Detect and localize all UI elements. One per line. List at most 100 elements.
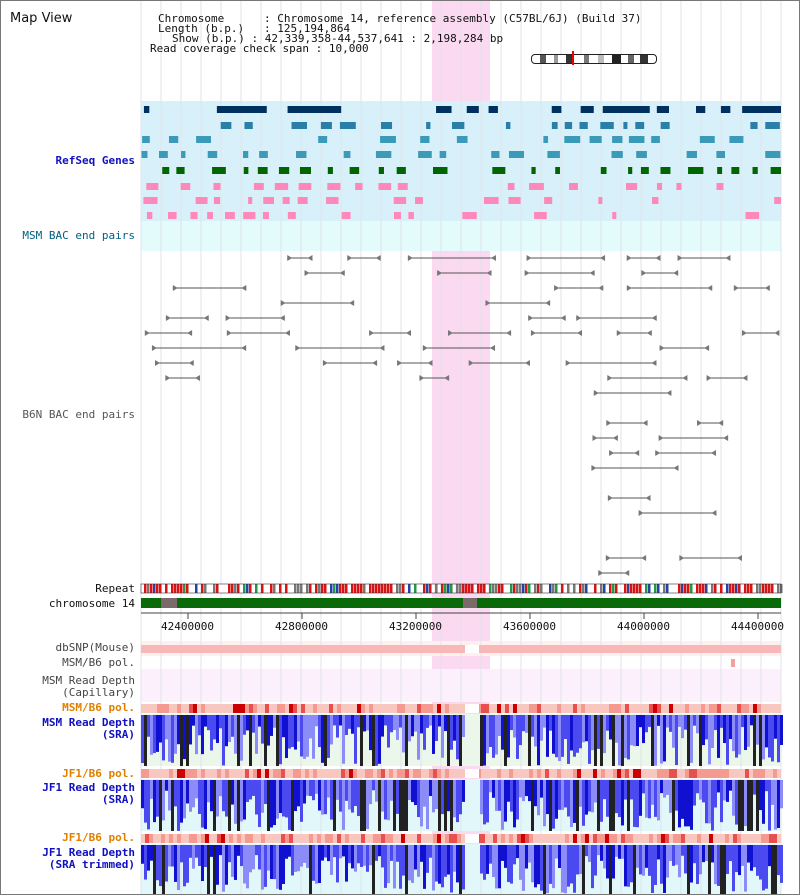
bac-end-marker	[598, 570, 604, 576]
jf1-depth-bar	[375, 780, 378, 802]
jf1-trim-depth-bar	[255, 845, 258, 856]
gene-feature	[244, 122, 253, 129]
repeat-mark	[258, 584, 261, 593]
jf1-pol-strip	[545, 769, 549, 778]
repeat-mark	[417, 584, 420, 593]
gene-feature	[253, 183, 264, 190]
track-label-jf1-read-depth-trimmed[interactable]: JF1 Read Depth (SRA trimmed)	[42, 846, 135, 871]
repeat-mark	[705, 584, 708, 593]
gene-feature	[433, 167, 448, 174]
msm-depth-bar	[597, 715, 600, 749]
track-label-msm-read-depth-sra[interactable]: MSM Read Depth (SRA)	[42, 716, 135, 741]
track-label-jf1-b6-pol[interactable]: JF1/B6 pol.	[62, 767, 135, 780]
jf1-pol-strip-2	[685, 834, 689, 843]
jf1-depth-bar	[732, 780, 735, 816]
jf1-pol-strip-2	[317, 834, 321, 843]
jf1-pol-strip	[437, 769, 441, 778]
jf1-depth-bar	[543, 780, 546, 827]
jf1-depth-bar	[192, 780, 195, 808]
bac-end-marker	[704, 345, 710, 351]
msm-depth-bar	[552, 715, 555, 754]
length-info: Length (b.p.) : 125,194,864	[158, 22, 351, 35]
repeat-mark	[474, 584, 477, 593]
track-label-dbsnp[interactable]: dbSNP(Mouse)	[55, 641, 135, 654]
jf1-pol-strip-2	[513, 834, 517, 843]
jf1-trim-depth-bar	[594, 845, 597, 876]
jf1-pol-strip	[225, 769, 229, 778]
jf1-pol-strip	[341, 769, 345, 778]
gene-feature	[564, 122, 573, 129]
jf1-trim-depth-bar	[453, 845, 456, 872]
msm-depth-bar	[246, 715, 249, 731]
msm-pol-strip	[773, 704, 777, 713]
jf1-pol-strip	[705, 769, 709, 778]
jf1-depth-bar	[441, 780, 444, 815]
track-label-msm-b6-pol-2[interactable]: MSM/B6 pol.	[62, 701, 135, 714]
msm-pol-strip	[445, 704, 449, 713]
jf1-pol-strip-2	[625, 834, 629, 843]
track-label-jf1-read-depth-sra[interactable]: JF1 Read Depth (SRA)	[42, 781, 135, 806]
msm-depth-bar	[423, 715, 426, 750]
jf1-pol-strip-2	[505, 834, 509, 843]
jf1-trim-depth-bar	[501, 845, 504, 861]
gene-feature	[146, 183, 159, 190]
msm-depth-bar	[558, 715, 561, 762]
jf1-depth-bar	[663, 780, 666, 798]
gene-feature	[375, 151, 392, 158]
jf1-depth-bar	[228, 780, 231, 831]
jf1-pol-strip-2	[305, 834, 309, 843]
msm-depth-bar	[378, 715, 381, 764]
repeat-mark	[768, 584, 771, 593]
msm-depth-bar	[738, 715, 741, 755]
jf1-pol-strip	[261, 769, 265, 778]
jf1-pol-strip-2	[385, 834, 389, 843]
msm-pol-strip	[677, 704, 681, 713]
msm-pol-strip	[509, 704, 513, 713]
repeat-mark	[435, 584, 438, 593]
jf1-trim-depth-bar	[429, 845, 432, 858]
msm-pol-strip	[637, 704, 641, 713]
msm-pol-strip	[145, 704, 149, 713]
repeat-mark	[600, 584, 603, 593]
track-label-msm-bac[interactable]: MSM BAC end pairs	[22, 229, 135, 242]
track-label-msm-read-depth-capillary[interactable]: MSM Read Depth (Capillary)	[42, 674, 135, 699]
jf1-trim-depth-bar	[210, 845, 213, 857]
jf1-pol-strip	[493, 769, 497, 778]
repeat-mark	[198, 584, 201, 593]
msm-depth-bar	[681, 715, 684, 739]
repeat-mark	[192, 584, 195, 593]
jf1-trim-depth-bar	[264, 845, 267, 887]
repeat-mark	[693, 584, 696, 593]
jf1-depth-bar	[396, 780, 399, 814]
jf1-pol-strip	[601, 769, 605, 778]
msm-pol-strip	[245, 704, 249, 713]
track-label-msm-b6-pol[interactable]: MSM/B6 pol.	[62, 656, 135, 669]
repeat-mark	[216, 584, 219, 593]
repeat-mark	[279, 584, 282, 593]
chromosome-ideogram[interactable]	[531, 54, 657, 64]
jf1-pol-strip-2	[613, 834, 617, 843]
track-label-jf1-b6-pol-2[interactable]: JF1/B6 pol.	[62, 831, 135, 844]
jf1-depth-bar	[456, 780, 459, 823]
jf1-pol-strip-2	[353, 834, 357, 843]
jf1-depth-bar	[153, 780, 156, 823]
jf1-pol-strip	[189, 769, 193, 778]
bac-end-marker	[707, 285, 713, 291]
jf1-pol-strip-2	[621, 834, 625, 843]
jf1-trim-depth-bar	[288, 845, 291, 857]
bac-end-marker	[626, 255, 632, 261]
jf1-depth-bar	[183, 780, 186, 819]
track-label-b6n-bac[interactable]: B6N BAC end pairs	[22, 408, 135, 421]
jf1-trim-depth-bar	[168, 845, 171, 867]
msm-depth-bar	[255, 715, 258, 754]
jf1-pol-strip-2	[485, 834, 489, 843]
msm-pol-strip	[193, 704, 197, 713]
repeat-mark	[162, 584, 165, 593]
jf1-depth-bar	[261, 780, 264, 813]
jf1-pol-strip	[433, 769, 437, 778]
msm-depth-bar	[504, 715, 507, 766]
track-label-refseq-genes[interactable]: RefSeq Genes	[55, 154, 135, 167]
msm-depth-bar	[507, 715, 510, 758]
repeat-mark	[228, 584, 231, 593]
